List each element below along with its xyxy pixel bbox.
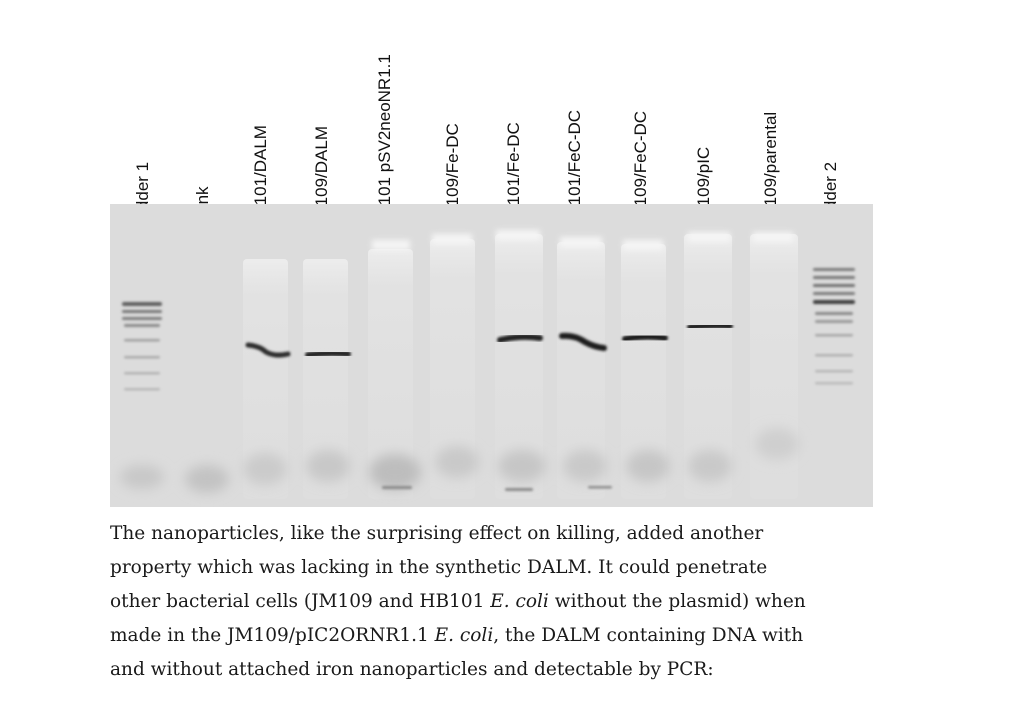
lane-label-hb101-psv2neonr1-1: HB101 pSV2neoNR1.1 [375,54,394,229]
caption-line-2: property which was lacking in the synthe… [110,557,768,578]
wells [372,230,793,250]
caption-line-3: other bacterial cells (JM109 and HB101 E… [110,585,916,619]
primer-blobs [120,428,799,493]
caption-species: E. coli [490,591,549,612]
caption-species: E. coli [434,625,494,646]
sample-bands [245,322,733,358]
caption-line-4: made in the JM109/pIC2ORNR1.1 E. coli, t… [110,619,916,653]
caption-text: , the DALM containing DNA with [493,625,804,646]
ladder-1-bands [122,302,162,391]
gel-figure: Ladder 1 Blank HB101/DALM JM109/DALM HB1… [110,54,873,507]
caption-line-1: The nanoparticles, like the surprising e… [110,523,764,544]
primer-streaks [382,486,612,491]
caption-text: made in the JM109/pIC2ORNR1.1 [110,625,435,646]
caption-line-5: and without attached iron nanoparticles … [110,659,714,680]
caption-paragraph: The nanoparticles, like the surprising e… [110,517,916,687]
caption-text: without the plasmid) when [548,591,806,612]
gel-image [110,204,873,507]
caption-text: other bacterial cells (JM109 and HB101 [110,591,491,612]
ladder-2-bands [813,268,855,385]
